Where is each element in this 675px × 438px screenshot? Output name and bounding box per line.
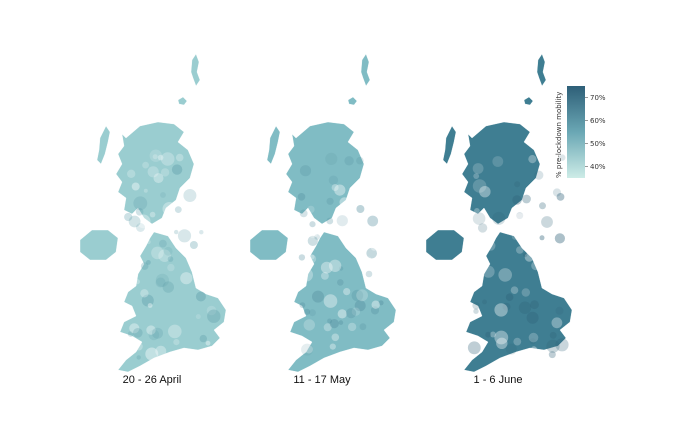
map-panel-may <box>249 53 397 373</box>
map-panel-april <box>79 53 227 373</box>
legend-tick-label: 50% <box>590 140 606 148</box>
legend-title: % pre-lockdown mobility <box>555 92 563 178</box>
region-shading <box>124 149 221 361</box>
legend-tick-label: 70% <box>590 94 606 102</box>
region-shading <box>297 152 391 356</box>
panel-label-april: 20 - 26 April <box>122 374 182 386</box>
color-legend: % pre-lockdown mobility 70% 60% 50% 40% <box>555 86 606 178</box>
region-shading <box>467 147 570 359</box>
map-panel-june <box>425 53 573 373</box>
panel-label-may: 11 - 17 May <box>293 374 351 386</box>
legend-colorbar <box>567 86 585 178</box>
legend-tick-label: 60% <box>590 117 606 125</box>
legend-tick-label: 40% <box>590 163 606 171</box>
panel-label-june: 1 - 6 June <box>473 374 523 386</box>
